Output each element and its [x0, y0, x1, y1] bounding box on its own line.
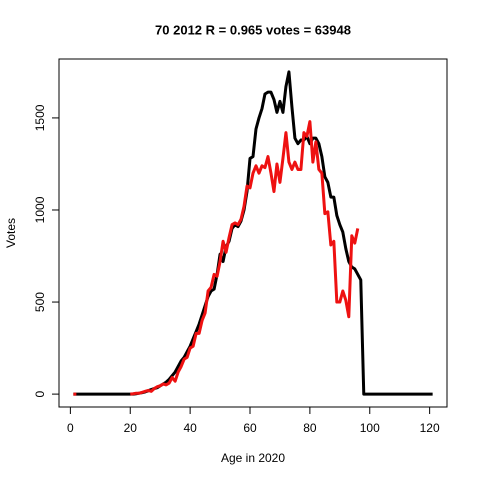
y-tick-label: 1500: [33, 104, 47, 131]
x-tick-label: 80: [303, 421, 317, 435]
x-tick-label: 20: [124, 421, 138, 435]
plot-box: [58, 58, 448, 408]
series-line: [130, 120, 360, 396]
x-tick-label: 0: [67, 421, 74, 435]
y-tick-label: 1000: [33, 196, 47, 223]
x-tick-label: 60: [243, 421, 257, 435]
x-axis-label: Age in 2020: [221, 451, 285, 465]
x-tick-label: 40: [183, 421, 197, 435]
y-axis-label: Votes: [4, 218, 18, 248]
x-tick-label: 120: [420, 421, 440, 435]
y-tick-label: 0: [33, 390, 47, 397]
y-tick-label: 500: [33, 292, 47, 312]
x-tick-label: 100: [360, 421, 380, 435]
series-line: [73, 70, 433, 396]
chart-title: 70 2012 R = 0.965 votes = 63948: [155, 22, 351, 37]
